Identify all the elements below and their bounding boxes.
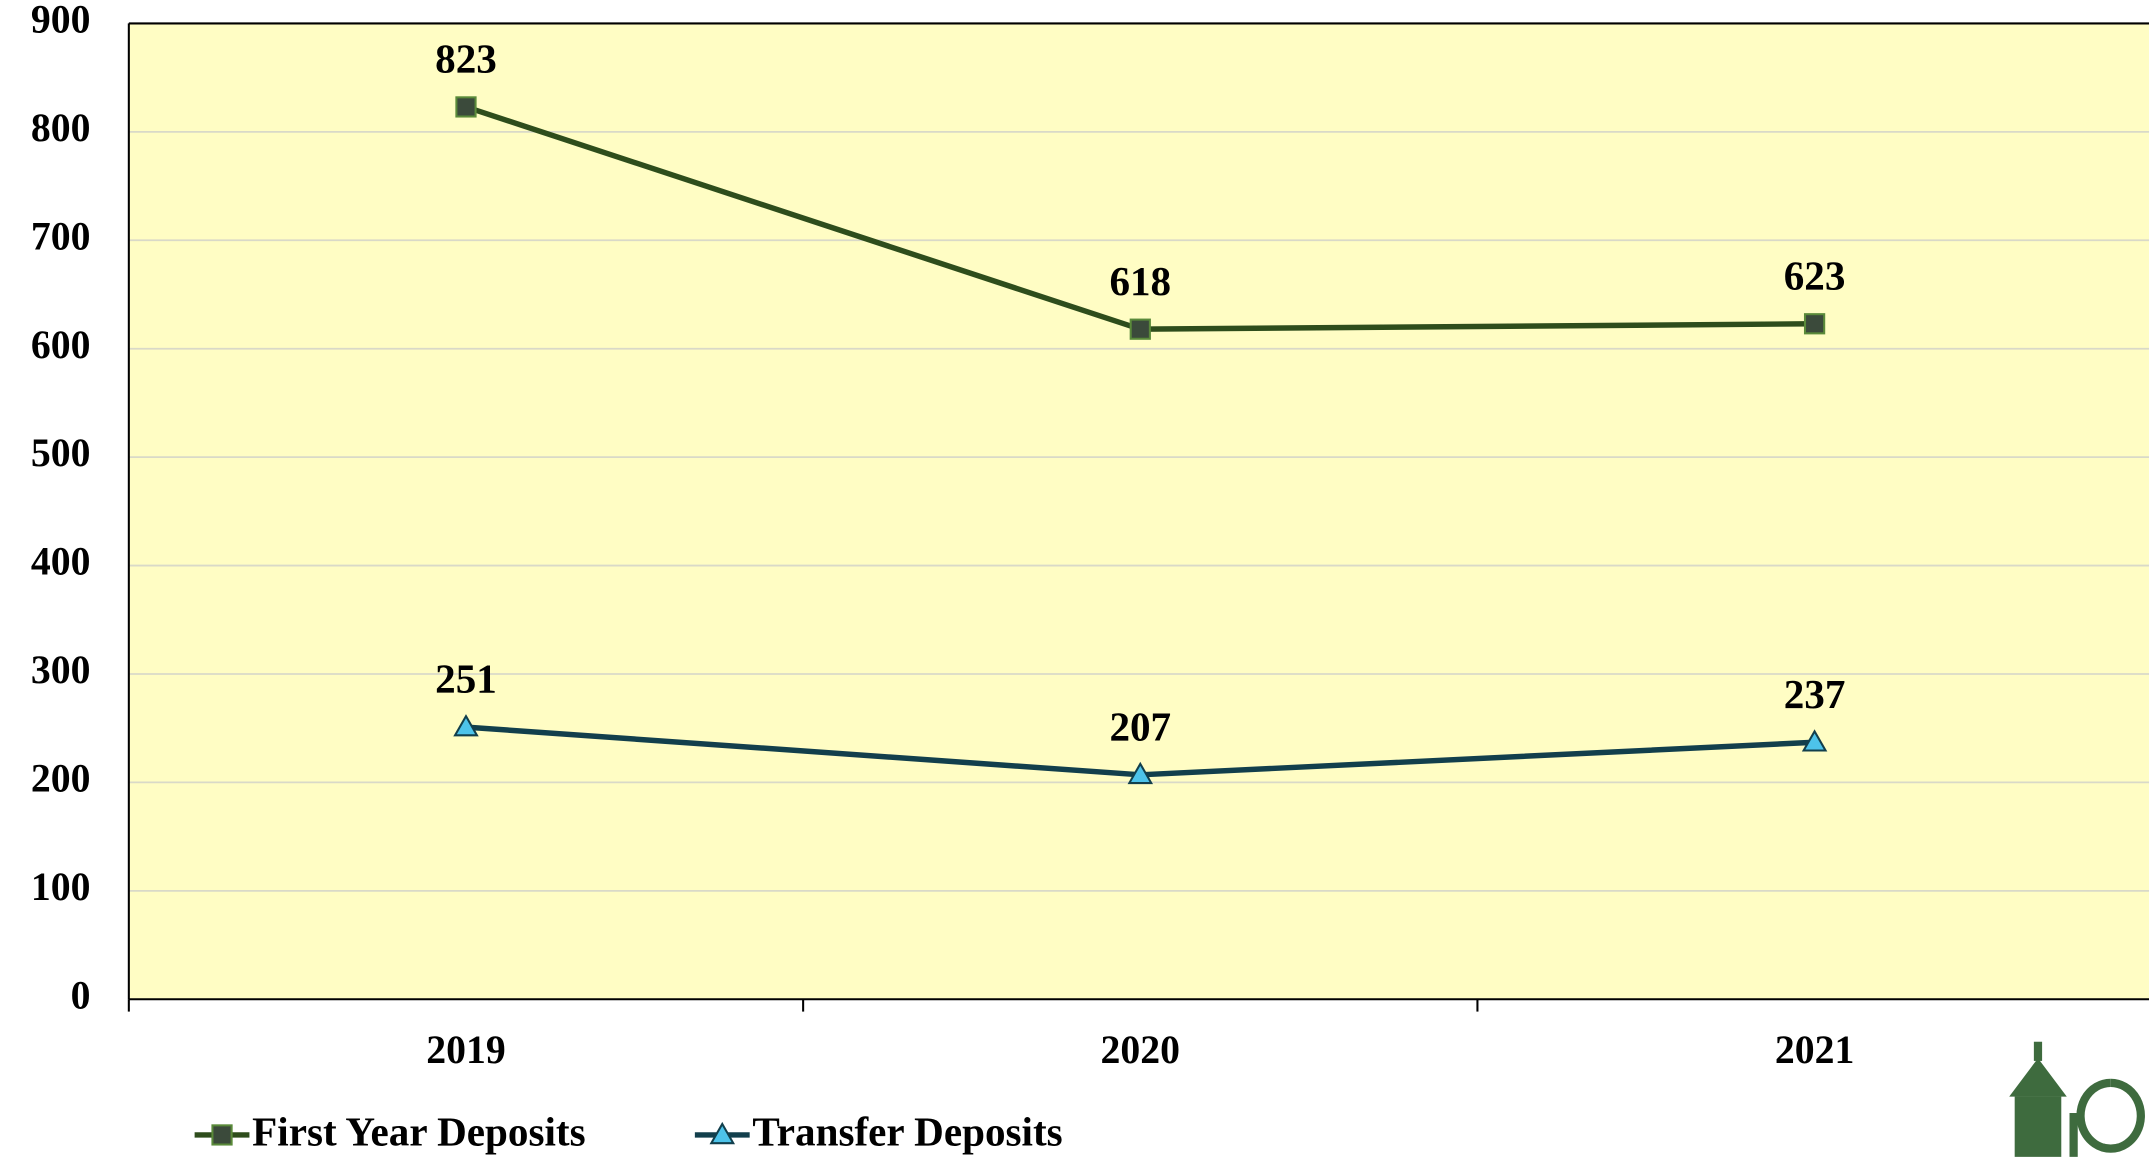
y-tick-label: 900 [31,0,91,42]
y-tick-label: 800 [31,106,91,150]
y-tick-label: 400 [31,540,91,584]
y-tick-label: 200 [31,757,91,801]
y-tick-label: 100 [31,865,91,909]
logo [2009,1041,2145,1157]
y-tick-label: 700 [31,214,91,258]
x-tick-label: 2020 [1101,1028,1180,1072]
x-tick-label: 2021 [1775,1028,1854,1072]
data-label: 618 [1109,258,1171,304]
data-point [1801,729,1828,752]
data-label: 237 [1784,671,1846,717]
data-label: 251 [435,656,497,702]
y-tick-label: 0 [71,973,91,1017]
data-point [455,96,477,118]
data-point [453,714,479,737]
data-label: 207 [1109,703,1171,749]
legend-marker [211,1124,233,1146]
legend-label: Transfer Deposits [752,1109,1062,1155]
legend-label: First Year Deposits [252,1109,585,1155]
data-label: 623 [1784,252,1846,298]
data-point [1127,761,1154,785]
data-point [1129,318,1151,340]
legend-marker [709,1121,736,1145]
y-tick-label: 500 [31,431,91,475]
y-tick-label: 300 [31,648,91,692]
plot-area [128,23,2149,1000]
x-tick-label: 2019 [426,1028,505,1072]
data-point [1803,313,1826,335]
data-label: 823 [435,36,497,82]
y-tick-label: 600 [31,323,91,367]
